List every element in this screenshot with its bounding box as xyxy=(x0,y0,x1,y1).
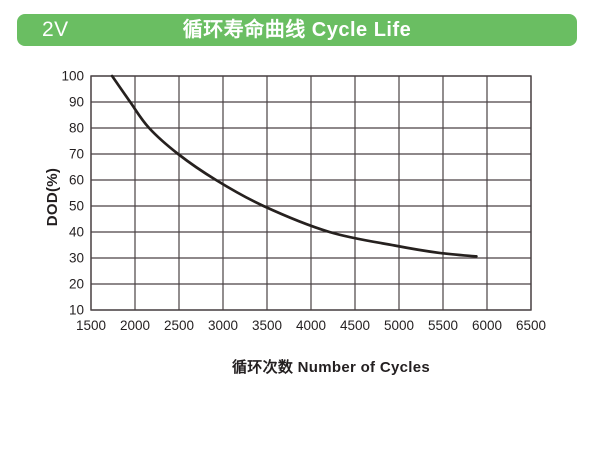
page-title: 循环寿命曲线 Cycle Life xyxy=(182,19,412,41)
grid-lines xyxy=(90,75,532,311)
x-tick-labels: 1500 2000 2500 3000 3500 4000 4500 5000 5500 6000… xyxy=(76,318,546,333)
y-tick-label: 60 xyxy=(69,173,84,188)
y-tick-label: 100 xyxy=(61,69,84,84)
y-tick-label: 40 xyxy=(69,225,84,240)
y-tick-label: 30 xyxy=(69,251,84,266)
header-bar: 2V 循环寿命曲线 Cycle Life xyxy=(17,14,577,46)
x-tick-label: 3500 xyxy=(252,318,282,333)
plot-border xyxy=(90,75,532,311)
x-tick-label: 1500 xyxy=(76,318,106,333)
x-tick-label: 6500 xyxy=(516,318,546,333)
y-tick-label: 50 xyxy=(69,199,84,214)
y-tick-label: 70 xyxy=(69,147,84,162)
x-tick-label: 5000 xyxy=(384,318,414,333)
x-axis-title: 循环次数 Number of Cycles xyxy=(232,358,430,376)
y-tick-label: 20 xyxy=(69,277,84,292)
y-tick-label: 10 xyxy=(69,303,84,318)
cycle-life-chart: 100 90 80 70 60 50 40 30 20 10 1500 2000 2500 3000 35… xyxy=(0,60,600,400)
cycle-life-curve xyxy=(110,74,478,258)
x-tick-label: 4000 xyxy=(296,318,326,333)
y-tick-labels: 100 90 80 70 60 50 40 30 20 10 xyxy=(61,69,84,318)
x-tick-label: 2000 xyxy=(120,318,150,333)
x-tick-label: 4500 xyxy=(340,318,370,333)
y-tick-label: 90 xyxy=(69,95,84,110)
x-tick-label: 5500 xyxy=(428,318,458,333)
x-tick-label: 2500 xyxy=(164,318,194,333)
y-tick-label: 80 xyxy=(69,121,84,136)
cycle-life-chart-canvas: 100 90 80 70 60 50 40 30 20 10 1500 2000 2500 3000 35… xyxy=(44,69,546,377)
x-tick-label: 3000 xyxy=(208,318,238,333)
voltage-badge: 2V xyxy=(42,18,69,41)
y-axis-title: DOD(%) xyxy=(44,168,61,226)
x-tick-label: 6000 xyxy=(472,318,502,333)
